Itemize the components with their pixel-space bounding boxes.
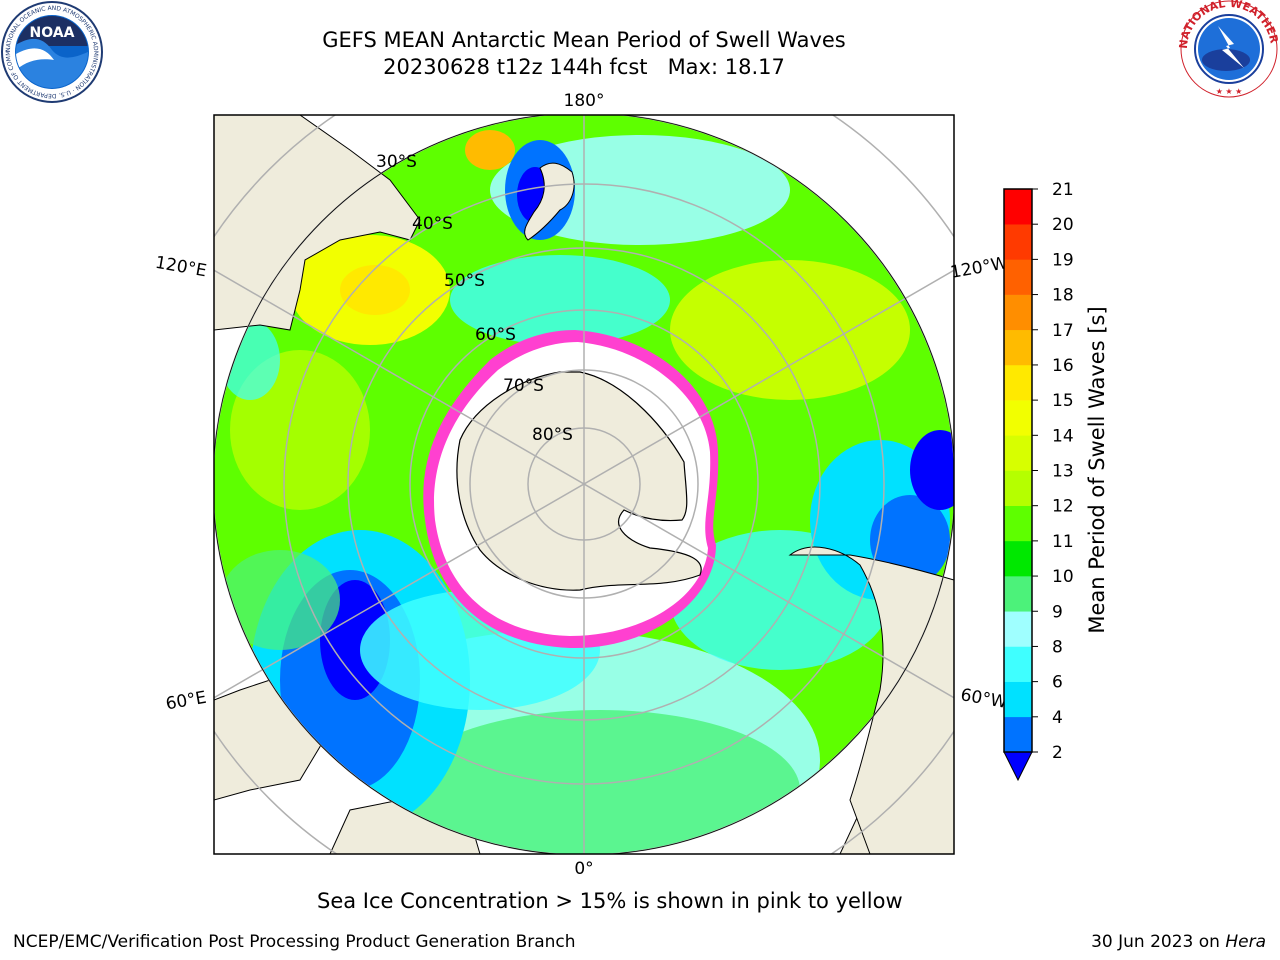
nws-ring-text: NATIONAL WEATHER SERVICE (0, 0, 1280, 49)
lat-label-40s: 40°S (412, 214, 453, 234)
lon-label-120w: 120°W (949, 253, 1010, 283)
colorbar-tick-label: 9 (1052, 602, 1063, 622)
colorbar-swatch (1004, 646, 1032, 682)
colorbar-tick-label: 6 (1052, 673, 1063, 693)
footer-date: 30 Jun 2023 on Hera (1091, 932, 1266, 952)
land-australia (214, 115, 421, 331)
colorbar-swatch (1004, 716, 1032, 753)
lon-label-60w: 60°W (959, 685, 1009, 713)
lat-label-30s: 30°S (376, 152, 417, 172)
colorbar-tick-label: 12 (1052, 497, 1074, 517)
colorbar-swatch (1004, 470, 1032, 506)
nws-stars-icon: ★ ★ ★ (1216, 87, 1243, 96)
colorbar-swatch (1004, 224, 1032, 260)
noaa-logo: NOAA NATIONAL OCEANIC AND ATMOSPHERIC AD… (0, 0, 103, 103)
colorbar-swatch (1004, 259, 1032, 295)
colorbar-tick-label: 19 (1052, 250, 1074, 270)
colorbar-tick-label: 13 (1052, 462, 1074, 482)
lon-label-180: 180° (564, 91, 605, 111)
colorbar-swatch (1004, 400, 1032, 436)
nws-logo: NATIONAL WEATHER SERVICE ★ ★ ★ (0, 0, 1280, 98)
colorbar-tick-label: 8 (1052, 637, 1063, 657)
colorbar-swatch (1004, 189, 1032, 225)
colorbar-tick-label: 21 (1052, 180, 1074, 200)
sea-ice-caption: Sea Ice Concentration > 15% is shown in … (317, 889, 903, 913)
lat-label-80s: 80°S (532, 425, 573, 445)
noaa-logo-text: NOAA (30, 25, 75, 41)
colorbar-tick-label: 11 (1052, 532, 1074, 552)
colorbar-tick-label: 16 (1052, 356, 1074, 376)
colorbar-tick-label: 14 (1052, 426, 1074, 446)
land-south-america (788, 546, 954, 854)
lat-label-60s: 60°S (475, 325, 516, 345)
colorbar-extend-low (1003, 751, 1033, 782)
footer-date-text: 30 Jun 2023 on (1091, 932, 1226, 952)
land-new-zealand (524, 162, 575, 241)
colorbar-tick-label: 2 (1052, 743, 1063, 763)
figure-subtitle: 20230628 t12z 144h fcst Max: 18.17 (383, 55, 785, 79)
map-area (214, 115, 954, 854)
lon-label-60e: 60°E (164, 688, 208, 715)
colorbar-swatch (1004, 294, 1032, 331)
lon-label-120e: 120°E (154, 253, 208, 282)
footer-branch: NCEP/EMC/Verification Post Processing Pr… (13, 932, 576, 952)
figure-title: GEFS MEAN Antarctic Mean Period of Swell… (322, 28, 846, 52)
colorbar-swatch (1004, 364, 1032, 401)
longitude-gridlines (214, 115, 954, 854)
colorbar-swatch (1004, 435, 1032, 471)
colorbar-swatch (1004, 681, 1032, 718)
colorbar-tick-label: 18 (1052, 286, 1074, 306)
lat-label-50s: 50°S (444, 271, 485, 291)
lat-label-70s: 70°S (503, 376, 544, 396)
colorbar-tick-label: 15 (1052, 391, 1074, 411)
lon-label-0: 0° (574, 859, 593, 879)
colorbar-swatch (1004, 505, 1032, 542)
colorbar-swatch (1004, 611, 1032, 647)
colorbar-tick-label: 10 (1052, 567, 1074, 587)
map-frame (213, 114, 955, 855)
colorbar-swatch (1004, 576, 1032, 612)
colorbar-swatch (1004, 329, 1032, 366)
colorbar-title: Mean Period of Swell Waves [s] (1085, 306, 1109, 634)
footer-machine: Hera (1225, 932, 1266, 952)
colorbar-swatch (1004, 540, 1032, 577)
colorbar: 2 4 6 8 9 10 11 12 13 14 15 16 17 18 19 20 21 (1003, 180, 1074, 782)
colorbar-tick-label: 20 (1052, 215, 1074, 235)
colorbar-tick-label: 4 (1052, 708, 1063, 728)
colorbar-tick-label: 17 (1052, 321, 1074, 341)
